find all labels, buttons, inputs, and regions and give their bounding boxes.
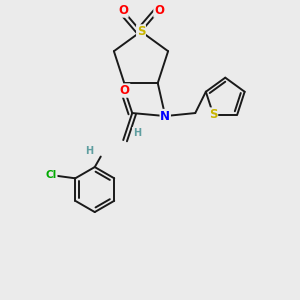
Text: S: S — [209, 108, 218, 121]
Text: O: O — [118, 4, 128, 17]
Text: S: S — [137, 25, 145, 38]
Text: N: N — [160, 110, 170, 123]
Text: H: H — [133, 128, 141, 138]
Text: H: H — [85, 146, 93, 156]
Text: O: O — [154, 4, 164, 17]
Text: Cl: Cl — [46, 170, 57, 180]
Text: O: O — [120, 84, 130, 97]
